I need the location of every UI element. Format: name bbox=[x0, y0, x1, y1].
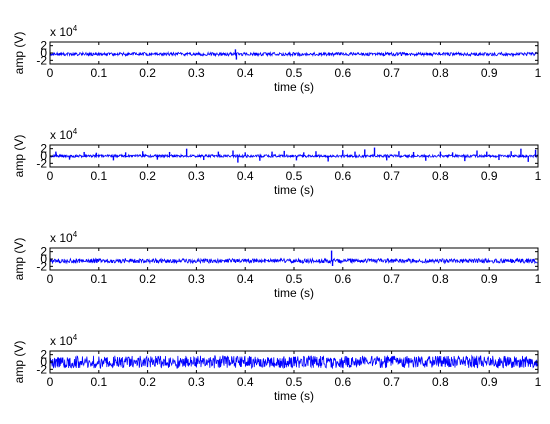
x-tick-label: 0.3 bbox=[188, 66, 205, 80]
x-tick-label: 0.4 bbox=[237, 66, 254, 80]
x-tick-label: 0.2 bbox=[139, 66, 156, 80]
x-tick-label: 0 bbox=[47, 272, 54, 286]
x-tick-label: 1 bbox=[535, 66, 542, 80]
x-tick-label: 0.8 bbox=[432, 375, 449, 389]
x-tick-label: 0.9 bbox=[481, 272, 498, 286]
y-tick-label: -2 bbox=[36, 362, 47, 376]
y-tick-label: 0 bbox=[40, 355, 47, 369]
x-tick-label: 0.4 bbox=[237, 272, 254, 286]
y-axis-label: amp (V) bbox=[12, 238, 26, 281]
x-tick-label: 0.8 bbox=[432, 169, 449, 183]
x-tick-label: 1 bbox=[535, 375, 542, 389]
x-axis-label: time (s) bbox=[274, 183, 314, 197]
y-tick-label: 0 bbox=[40, 46, 47, 60]
x-tick-label: 0.8 bbox=[432, 66, 449, 80]
y-tick-label: 2 bbox=[40, 39, 47, 53]
x-tick-label: 0.7 bbox=[383, 66, 400, 80]
y-tick-label: -2 bbox=[36, 259, 47, 273]
x-tick-label: 0.7 bbox=[383, 169, 400, 183]
x-tick-label: 0.7 bbox=[383, 375, 400, 389]
y-axis-label: amp (V) bbox=[12, 135, 26, 178]
x-tick-label: 0.4 bbox=[237, 375, 254, 389]
y-tick-label: 0 bbox=[40, 149, 47, 163]
x-tick-label: 0.4 bbox=[237, 169, 254, 183]
y-exponent-power: 4 bbox=[73, 127, 78, 136]
x-tick-label: 0.5 bbox=[286, 66, 303, 80]
x-tick-label: 1 bbox=[535, 272, 542, 286]
x-tick-label: 0.5 bbox=[286, 272, 303, 286]
signal-trace bbox=[49, 354, 539, 370]
y-exponent-label: x 104 bbox=[50, 230, 78, 245]
x-tick-label: 0.1 bbox=[90, 272, 107, 286]
y-tick-label: -2 bbox=[36, 156, 47, 170]
x-tick-label: 0.9 bbox=[481, 169, 498, 183]
signal-trace bbox=[49, 50, 539, 58]
y-exponent-power: 4 bbox=[73, 24, 78, 33]
y-exponent-power: 4 bbox=[73, 230, 78, 239]
x-tick-label: 0.6 bbox=[334, 66, 351, 80]
x-tick-label: 0.9 bbox=[481, 375, 498, 389]
x-axis-label: time (s) bbox=[274, 80, 314, 94]
y-exponent-label: x 104 bbox=[50, 24, 78, 39]
y-tick-label: -2 bbox=[36, 53, 47, 67]
y-tick-label: 0 bbox=[40, 252, 47, 266]
y-tick-label: 2 bbox=[40, 142, 47, 156]
x-tick-label: 0.6 bbox=[334, 169, 351, 183]
x-tick-label: 0 bbox=[47, 169, 54, 183]
y-tick-label: 2 bbox=[40, 348, 47, 362]
x-tick-label: 0.9 bbox=[481, 66, 498, 80]
signal-trace bbox=[49, 257, 539, 265]
x-tick-label: 0.5 bbox=[286, 375, 303, 389]
x-tick-label: 0.3 bbox=[188, 169, 205, 183]
y-exponent-label: x 104 bbox=[50, 333, 78, 348]
x-tick-label: 0.1 bbox=[90, 169, 107, 183]
x-tick-label: 0.5 bbox=[286, 169, 303, 183]
x-tick-label: 0.2 bbox=[139, 169, 156, 183]
x-tick-label: 1 bbox=[535, 169, 542, 183]
x-axis-label: time (s) bbox=[274, 286, 314, 300]
y-exponent-label: x 104 bbox=[50, 127, 78, 142]
x-tick-label: 0.6 bbox=[334, 272, 351, 286]
x-tick-label: 0.1 bbox=[90, 66, 107, 80]
x-tick-label: 0 bbox=[47, 66, 54, 80]
x-tick-label: 0.2 bbox=[139, 375, 156, 389]
y-exponent-power: 4 bbox=[73, 333, 78, 342]
axes-frame bbox=[49, 247, 539, 271]
x-tick-label: 0.3 bbox=[188, 272, 205, 286]
x-tick-label: 0.1 bbox=[90, 375, 107, 389]
y-axis-label: amp (V) bbox=[12, 32, 26, 75]
x-tick-label: 0 bbox=[47, 375, 54, 389]
x-tick-label: 0.6 bbox=[334, 375, 351, 389]
y-tick-label: 2 bbox=[40, 245, 47, 259]
x-axis-label: time (s) bbox=[274, 389, 314, 403]
x-tick-label: 0.7 bbox=[383, 272, 400, 286]
y-axis-label: amp (V) bbox=[12, 341, 26, 384]
x-tick-label: 0.3 bbox=[188, 375, 205, 389]
signal-trace bbox=[49, 153, 539, 159]
x-tick-label: 0.8 bbox=[432, 272, 449, 286]
x-tick-label: 0.2 bbox=[139, 272, 156, 286]
